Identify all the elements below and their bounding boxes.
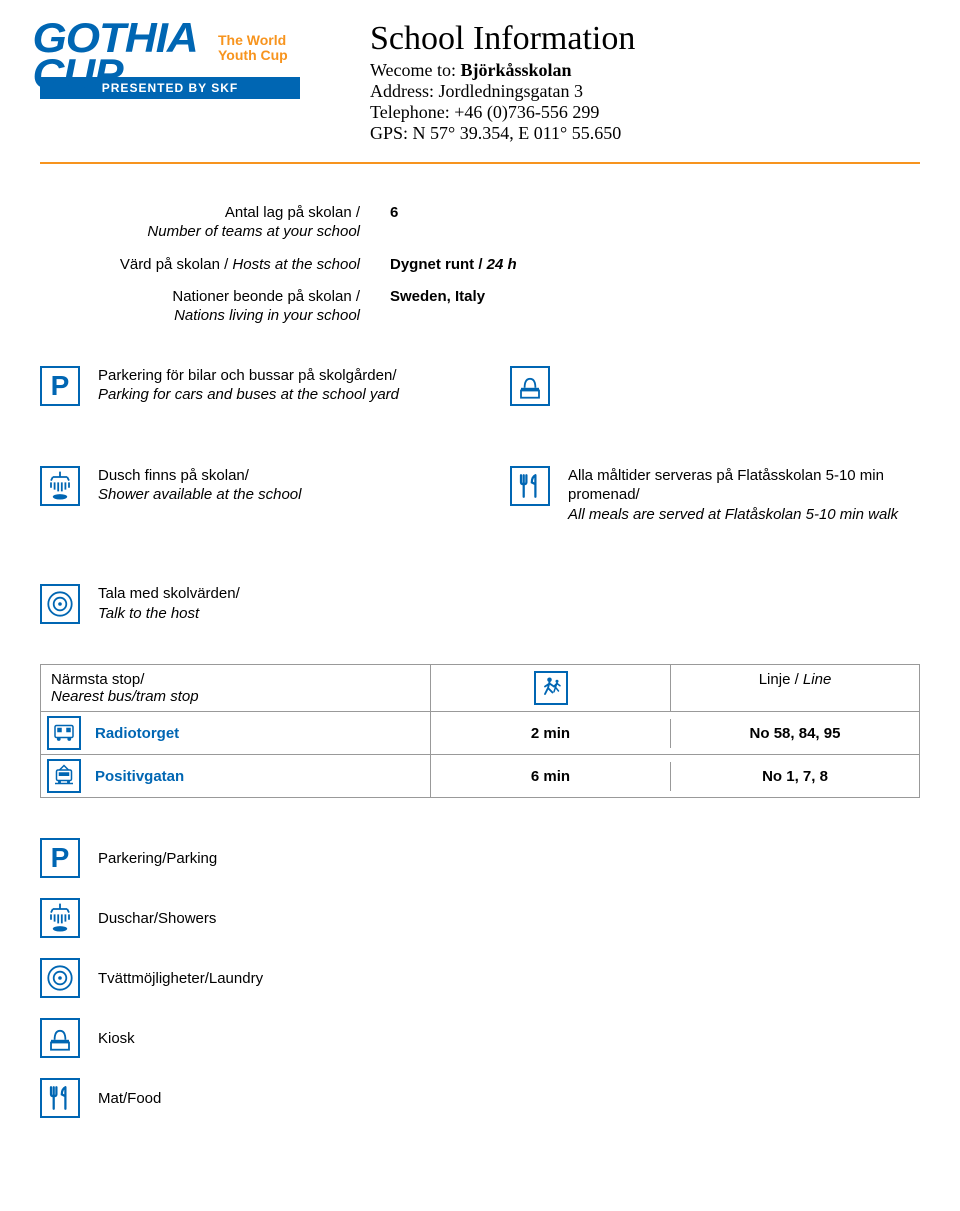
stop-lines: No 58, 84, 95: [671, 719, 919, 748]
address-line: Address: Jordledningsgatan 3: [370, 81, 635, 102]
bus-icon: [47, 716, 81, 750]
food-icon: [510, 466, 550, 506]
kv-teams: Antal lag på skolan / Number of teams at…: [100, 204, 920, 242]
transport-header: Närmsta stop/ Nearest bus/tram stop Linj…: [41, 665, 919, 711]
header: GOTHIA CUP The World Youth Cup PRESENTED…: [40, 20, 920, 144]
parking-info: P Parkering för bilar och bussar på skol…: [40, 366, 450, 406]
school-info: School Information Wecome to: Björkåssko…: [370, 20, 635, 144]
parking-icon: P: [40, 366, 80, 406]
kv-host: Värd på skolan / Hosts at the school Dyg…: [100, 256, 920, 275]
stop-name: Positivgatan: [95, 768, 184, 785]
row-shower-food: Dusch finns på skolan/ Shower available …: [40, 466, 920, 555]
logo-tagline: The World Youth Cup: [218, 33, 338, 62]
parking-icon: P: [40, 838, 80, 878]
kiosk-icon: [510, 366, 550, 406]
legend: P Parkering/Parking Duschar/Showers Tvät…: [40, 838, 920, 1118]
laundry-icon: [40, 958, 80, 998]
divider: [40, 162, 920, 164]
laundry-info: Tala med skolvärden/ Talk to the host: [40, 584, 920, 624]
transport-row: Radiotorget 2 min No 58, 84, 95: [41, 711, 919, 754]
stop-name: Radiotorget: [95, 725, 179, 742]
transport-table: Närmsta stop/ Nearest bus/tram stop Linj…: [40, 664, 920, 798]
row-parking-kiosk: P Parkering för bilar och bussar på skol…: [40, 366, 920, 436]
kiosk-icon: [40, 1018, 80, 1058]
laundry-icon: [40, 584, 80, 624]
kv-block: Antal lag på skolan / Number of teams at…: [100, 204, 920, 326]
kv-nations: Nationer beonde på skolan / Nations livi…: [100, 288, 920, 326]
shower-icon: [40, 898, 80, 938]
shower-icon: [40, 466, 80, 506]
walk-icon: [534, 671, 568, 705]
kiosk-info-empty: [510, 366, 920, 406]
phone-line: Telephone: +46 (0)736-556 299: [370, 102, 635, 123]
stop-time: 6 min: [431, 762, 671, 791]
welcome-line: Wecome to: Björkåsskolan: [370, 60, 635, 81]
tram-icon: [47, 759, 81, 793]
teams-value: 6: [390, 204, 398, 221]
gothia-logo: GOTHIA CUP The World Youth Cup PRESENTED…: [40, 20, 340, 99]
legend-food: Mat/Food: [40, 1078, 920, 1118]
legend-kiosk: Kiosk: [40, 1018, 920, 1058]
nations-value: Sweden, Italy: [390, 288, 485, 305]
food-icon: [40, 1078, 80, 1118]
page-title: School Information: [370, 20, 635, 58]
legend-laundry: Tvättmöjligheter/Laundry: [40, 958, 920, 998]
transport-row: Positivgatan 6 min No 1, 7, 8: [41, 754, 919, 797]
stop-lines: No 1, 7, 8: [671, 762, 919, 791]
gps-line: GPS: N 57° 39.354, E 011° 55.650: [370, 123, 635, 144]
shower-info: Dusch finns på skolan/ Shower available …: [40, 466, 450, 525]
food-info: Alla måltider serveras på Flatåsskolan 5…: [510, 466, 920, 525]
legend-parking: P Parkering/Parking: [40, 838, 920, 878]
stop-time: 2 min: [431, 719, 671, 748]
legend-showers: Duschar/Showers: [40, 898, 920, 938]
